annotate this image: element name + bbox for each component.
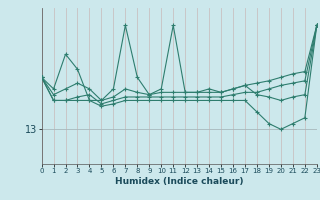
- X-axis label: Humidex (Indice chaleur): Humidex (Indice chaleur): [115, 177, 244, 186]
